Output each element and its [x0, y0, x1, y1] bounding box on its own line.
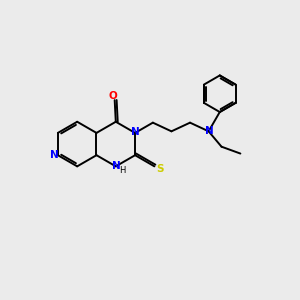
- Text: N: N: [131, 127, 140, 137]
- Text: N: N: [50, 150, 58, 160]
- Text: O: O: [109, 91, 118, 101]
- Text: H: H: [119, 166, 125, 175]
- Text: S: S: [156, 164, 164, 174]
- Text: N: N: [112, 161, 121, 171]
- Text: N: N: [205, 126, 214, 136]
